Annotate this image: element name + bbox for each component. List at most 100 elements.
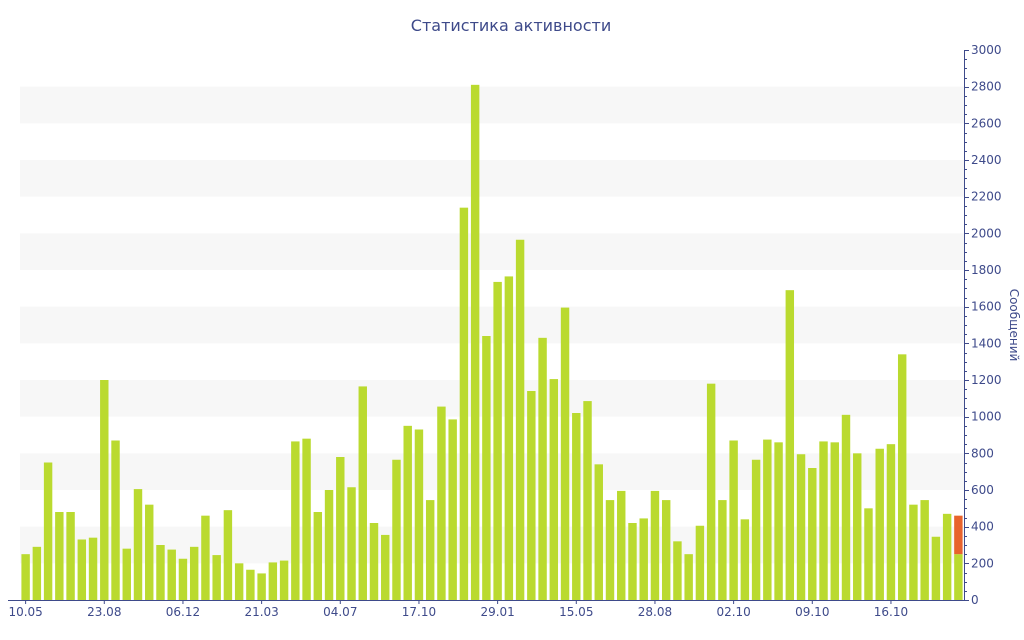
bar[interactable]: [336, 457, 345, 600]
bar[interactable]: [763, 439, 772, 600]
bar[interactable]: [156, 545, 165, 600]
bar[interactable]: [392, 459, 401, 600]
bar[interactable]: [706, 383, 716, 600]
bar[interactable]: [886, 444, 896, 600]
bar[interactable]: [55, 512, 64, 600]
bar[interactable]: [122, 548, 131, 600]
bar[interactable]: [291, 441, 300, 600]
bar[interactable]: [774, 442, 783, 600]
bar[interactable]: [88, 537, 98, 600]
y-tick-label: 1600: [971, 300, 1002, 314]
bar[interactable]: [942, 513, 952, 600]
bar[interactable]: [931, 536, 941, 600]
bar[interactable]: [437, 406, 446, 600]
bar[interactable]: [21, 554, 30, 600]
axes: 0 200 400 600 800 1000 1200 1400 1600 1800 2000 220…: [8, 43, 1002, 619]
bar[interactable]: [864, 508, 873, 600]
bar[interactable]: [841, 414, 851, 600]
bar[interactable]: [178, 558, 188, 600]
bar[interactable]: [324, 490, 334, 600]
bar[interactable]: [43, 462, 53, 601]
bar[interactable]: [583, 401, 592, 600]
y-tick-label: 200: [971, 556, 994, 570]
bar[interactable]: [605, 500, 615, 600]
grid-band: [20, 306, 964, 344]
grid-band: [20, 380, 964, 417]
x-tick-label: 21.03: [244, 605, 278, 619]
bar[interactable]: [673, 541, 682, 600]
y-tick-label: 2400: [971, 153, 1002, 167]
chart-title: Статистика активности: [411, 16, 611, 35]
bar[interactable]: [268, 562, 278, 600]
bar[interactable]: [347, 487, 356, 600]
bar[interactable]: [527, 391, 536, 600]
bar[interactable]: [470, 84, 480, 601]
bar[interactable]: [897, 354, 907, 600]
bar[interactable]: [875, 448, 884, 600]
bar[interactable]: [313, 512, 323, 600]
y-tick-label: 600: [971, 483, 994, 497]
bar[interactable]: [560, 307, 570, 600]
bar[interactable]: [819, 441, 828, 600]
bar[interactable]: [425, 500, 435, 600]
bar[interactable]: [381, 534, 390, 600]
bar[interactable]: [414, 429, 424, 601]
bar[interactable]: [729, 440, 738, 601]
grid-band: [20, 453, 964, 490]
bar[interactable]: [257, 573, 266, 600]
x-tick-label: 28.08: [638, 605, 672, 619]
bar[interactable]: [167, 549, 176, 600]
bar[interactable]: [718, 500, 727, 600]
bar[interactable]: [133, 489, 143, 600]
bar[interactable]: [111, 440, 120, 601]
bar[interactable]: [639, 518, 648, 600]
bar[interactable]: [538, 337, 547, 600]
bar[interactable]: [302, 438, 311, 600]
bar[interactable]: [369, 523, 379, 600]
bar[interactable]: [594, 464, 603, 600]
bar[interactable]: [201, 515, 210, 600]
bar[interactable]: [493, 281, 502, 600]
bar[interactable]: [246, 569, 255, 600]
bar[interactable]: [189, 546, 199, 600]
bar[interactable]: [77, 539, 87, 601]
bar[interactable]: [403, 425, 412, 600]
bar[interactable]: [482, 336, 491, 600]
bar[interactable]: [661, 500, 671, 600]
bar[interactable]: [954, 554, 963, 600]
bar[interactable]: [212, 555, 221, 600]
bar[interactable]: [145, 504, 154, 600]
bar[interactable]: [830, 442, 839, 600]
bar[interactable]: [223, 510, 233, 600]
bar[interactable]: [459, 207, 469, 600]
bar[interactable]: [920, 500, 929, 600]
x-tick-label: 23.08: [87, 605, 121, 619]
bar[interactable]: [358, 386, 367, 600]
bar[interactable]: [684, 554, 693, 600]
bar[interactable]: [808, 468, 817, 600]
bar[interactable]: [448, 419, 457, 600]
bar[interactable]: [853, 453, 862, 600]
bar-highlight[interactable]: [954, 515, 963, 555]
bar[interactable]: [909, 504, 918, 600]
bar[interactable]: [66, 512, 75, 600]
bar[interactable]: [785, 290, 795, 600]
bar[interactable]: [695, 525, 705, 600]
bar[interactable]: [100, 380, 109, 600]
bar[interactable]: [515, 239, 525, 600]
y-tick-label: 3000: [971, 43, 1002, 57]
bar[interactable]: [279, 560, 289, 600]
bar[interactable]: [504, 276, 514, 600]
bar[interactable]: [796, 454, 806, 600]
y-axis-title: Сообщений: [1007, 289, 1021, 362]
bar[interactable]: [549, 379, 559, 600]
y-tick-label: 2000: [971, 226, 1002, 240]
bar[interactable]: [234, 563, 244, 600]
bar[interactable]: [572, 413, 581, 600]
bar[interactable]: [32, 546, 42, 600]
bar[interactable]: [751, 459, 761, 600]
bar[interactable]: [628, 523, 637, 600]
bar[interactable]: [617, 490, 626, 600]
bar[interactable]: [650, 490, 660, 600]
bar[interactable]: [740, 519, 750, 600]
